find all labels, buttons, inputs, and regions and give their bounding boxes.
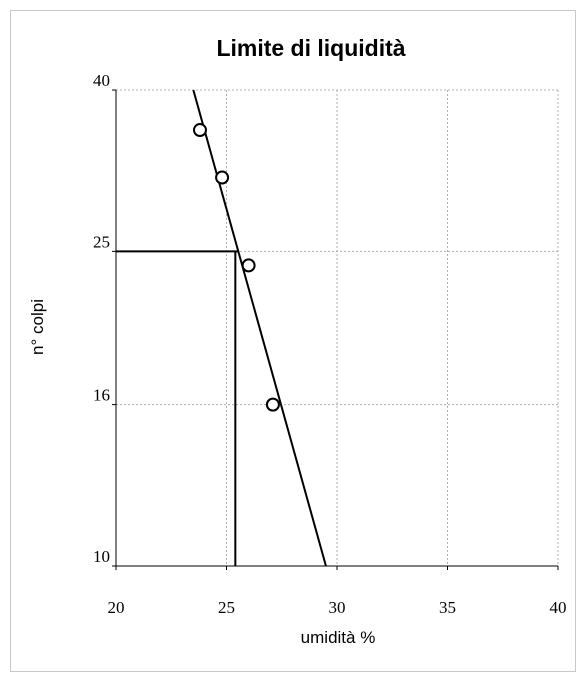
data-point: [265, 397, 280, 412]
plot-area: 20 25 30 35 40 40 25 16 10: [93, 71, 567, 617]
y-axis-label: n° colpi: [28, 299, 47, 355]
x-axis-label: umidità %: [301, 628, 376, 647]
chart-title: Limite di liquidità: [216, 35, 405, 61]
x-tick-label: 25: [218, 598, 235, 617]
data-point: [215, 170, 230, 185]
y-tick-label: 40: [93, 71, 110, 90]
y-tick-label: 25: [93, 232, 110, 251]
x-tick-label: 40: [550, 598, 567, 617]
x-tick-label: 35: [439, 598, 456, 617]
x-tick-label: 30: [329, 598, 346, 617]
chart-frame: [10, 10, 576, 672]
data-point: [192, 123, 207, 138]
trend-line: [192, 89, 327, 567]
data-point: [241, 258, 256, 273]
y-tick-label: 10: [93, 547, 110, 566]
x-tick-label: 20: [108, 598, 125, 617]
y-tick-label: 16: [93, 386, 110, 405]
